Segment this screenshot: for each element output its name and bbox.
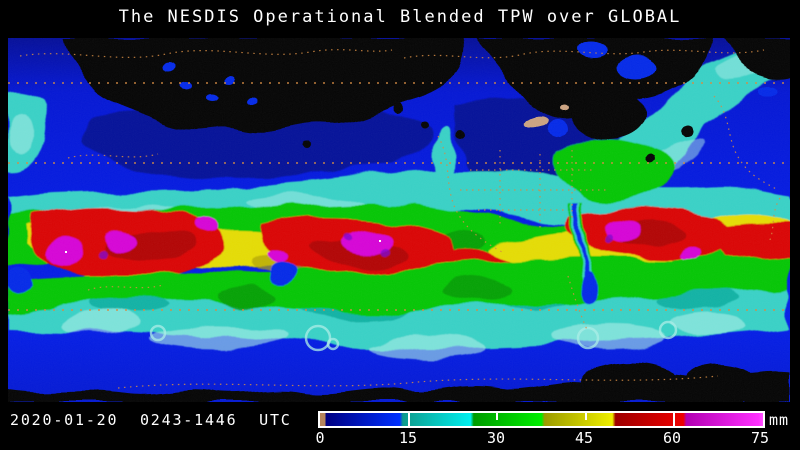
colorbar-label-15: 15 [398,429,418,447]
colorbar-unit-label: mm [769,411,790,429]
colorbar-tick-30 [496,413,499,421]
colorbar-tick-60 [673,413,676,426]
colorbar-label-75: 75 [750,429,770,447]
grain-overlay [8,38,790,402]
colorbar-tick-15 [407,413,410,426]
colorbar [318,411,765,428]
timestamp-label: 2020-01-20 0243-1446 UTC [10,411,292,429]
colorbar-label-30: 30 [486,429,506,447]
colorbar-labels: 0 15 30 45 60 75 [315,429,778,447]
colorbar-gradient [320,413,763,426]
global-tpw-map [8,38,790,402]
colorbar-tick-45 [584,413,587,421]
colorbar-label-60: 60 [662,429,682,447]
colorbar-label-0: 0 [315,429,325,447]
page-title: The NESDIS Operational Blended TPW over … [118,7,682,27]
colorbar-label-45: 45 [574,429,594,447]
